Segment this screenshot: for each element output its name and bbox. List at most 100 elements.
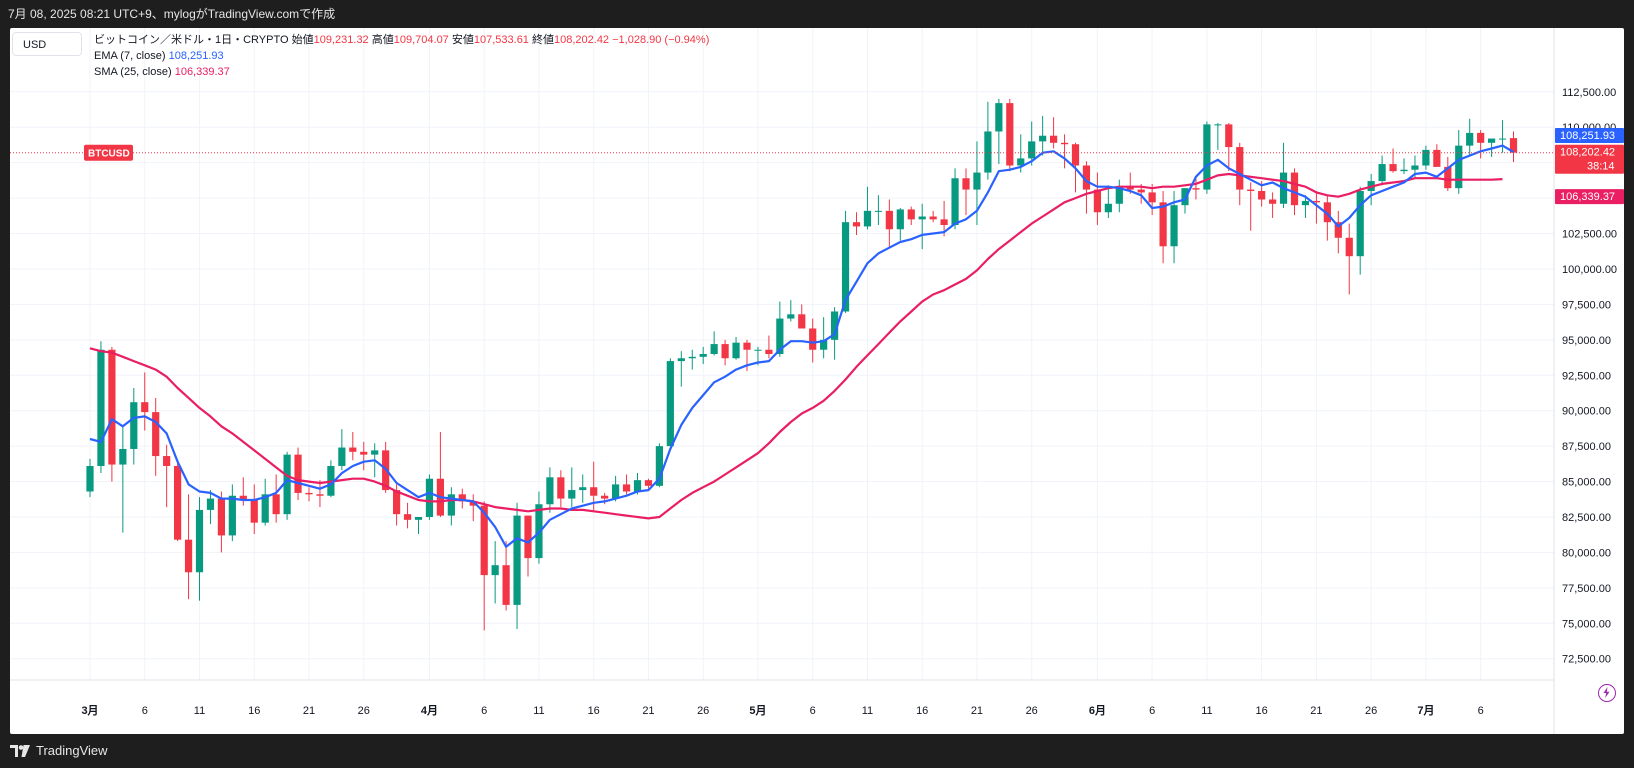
sma-price-tag-bg bbox=[1555, 189, 1624, 205]
candle-body bbox=[918, 216, 926, 220]
legend-ema-row[interactable]: EMA (7, close) 108,251.93 bbox=[94, 48, 709, 64]
candle bbox=[1192, 176, 1200, 200]
candle-body bbox=[458, 494, 466, 502]
candle-body bbox=[349, 447, 357, 452]
candle-body bbox=[710, 344, 718, 354]
candle bbox=[1028, 121, 1036, 166]
candle bbox=[1323, 195, 1331, 241]
candle-body bbox=[841, 222, 850, 312]
last-price-tag-countdown: 38:14 bbox=[1587, 161, 1615, 173]
candle-body bbox=[1312, 200, 1320, 203]
candle bbox=[1477, 130, 1485, 159]
candle-body bbox=[973, 172, 981, 190]
candle bbox=[1006, 98, 1014, 172]
candle bbox=[250, 484, 258, 535]
candle-body bbox=[633, 480, 642, 492]
candle bbox=[86, 458, 94, 498]
candle bbox=[414, 517, 423, 535]
candle bbox=[272, 474, 280, 523]
ema-value: 108,251.93 bbox=[168, 50, 224, 62]
candle-body bbox=[1093, 189, 1101, 213]
candle bbox=[787, 300, 795, 322]
candle bbox=[184, 494, 193, 600]
candle bbox=[1104, 185, 1112, 218]
change-value: −1,028.90 (−0.94%) bbox=[612, 34, 710, 46]
candle bbox=[809, 318, 817, 363]
candle-body bbox=[1006, 103, 1014, 166]
y-tick-label: 90,000.00 bbox=[1562, 406, 1611, 418]
legend-sma-row[interactable]: SMA (25, close) 106,339.37 bbox=[94, 64, 709, 80]
candle bbox=[1214, 122, 1222, 150]
candle-body bbox=[874, 210, 882, 212]
high-label: 高値 bbox=[371, 34, 394, 46]
candle-body bbox=[612, 484, 620, 499]
currency-button[interactable]: USD bbox=[12, 32, 82, 56]
candle bbox=[1433, 144, 1441, 167]
candle-body bbox=[863, 210, 872, 227]
sma-label: SMA (25, close) bbox=[94, 66, 172, 78]
candle-body bbox=[622, 484, 631, 492]
candle-body bbox=[316, 494, 324, 496]
ema-price-tag: 108,251.93 bbox=[1555, 127, 1624, 143]
x-tick-label: 26 bbox=[358, 705, 370, 717]
candle bbox=[612, 475, 620, 502]
candle bbox=[360, 441, 368, 471]
candle bbox=[349, 431, 357, 461]
candle-body bbox=[1433, 149, 1441, 167]
x-tick-label: 6 bbox=[142, 705, 148, 717]
candle-body bbox=[513, 515, 521, 605]
candle bbox=[130, 388, 138, 465]
candle-body bbox=[1334, 222, 1342, 238]
candle-body bbox=[239, 495, 247, 500]
candle-body bbox=[228, 495, 236, 536]
candle-body bbox=[929, 216, 937, 220]
candle bbox=[1400, 158, 1408, 174]
candle-body bbox=[809, 328, 817, 350]
symbol-tag: BTCUSD bbox=[84, 144, 133, 161]
x-tick-label: 11 bbox=[194, 705, 205, 717]
candle-body bbox=[97, 349, 105, 466]
candle-body bbox=[962, 178, 970, 190]
chart-panel[interactable]: 72,500.00 75,000.00 77,500.00 80,000.00 82,5… bbox=[10, 28, 1624, 734]
candle-body bbox=[1203, 124, 1211, 190]
candle bbox=[228, 484, 236, 542]
candle-body bbox=[141, 402, 149, 413]
candle bbox=[294, 447, 302, 500]
open-label: 始値 bbox=[291, 34, 314, 46]
price-tags: 108,251.93 108,202.42 38:14 106,339.37 BTCUS… bbox=[10, 127, 1624, 205]
candle bbox=[469, 494, 477, 522]
x-tick-label: 26 bbox=[697, 705, 709, 717]
candle-body bbox=[1466, 132, 1474, 146]
candle-body bbox=[1422, 149, 1430, 166]
candle-body bbox=[283, 454, 291, 515]
candle bbox=[1455, 130, 1463, 194]
y-tick-label: 100,000.00 bbox=[1562, 264, 1617, 276]
candle-body bbox=[184, 539, 193, 573]
candle bbox=[874, 195, 882, 226]
candle-body bbox=[217, 498, 225, 536]
candlestick-chart[interactable]: 72,500.00 75,000.00 77,500.00 80,000.00 82,5… bbox=[10, 28, 1624, 734]
candle bbox=[721, 339, 729, 366]
candle bbox=[141, 372, 149, 431]
candle-body bbox=[907, 209, 915, 220]
y-tick-label: 92,500.00 bbox=[1562, 370, 1611, 382]
y-tick-label: 77,500.00 bbox=[1562, 583, 1611, 595]
candle bbox=[524, 515, 532, 577]
candle-body bbox=[1148, 192, 1156, 203]
candle bbox=[688, 349, 696, 370]
candle bbox=[951, 168, 959, 230]
symbol-title[interactable]: ビットコイン／米ドル・1日・CRYPTO bbox=[94, 34, 289, 46]
candle bbox=[863, 186, 872, 230]
sma-price-tag: 106,339.37 bbox=[1555, 189, 1624, 205]
moving-averages bbox=[89, 144, 1515, 548]
candle-body bbox=[601, 495, 609, 499]
candle-body bbox=[1301, 200, 1310, 206]
y-tick-label: 82,500.00 bbox=[1562, 512, 1611, 524]
candle-body bbox=[524, 515, 532, 559]
candle bbox=[491, 541, 499, 604]
candle bbox=[1050, 117, 1058, 149]
x-tick-label: 6月 bbox=[1089, 704, 1106, 717]
candle bbox=[907, 206, 915, 226]
lightning-icon[interactable] bbox=[1598, 684, 1616, 702]
legend-ohlc-row: ビットコイン／米ドル・1日・CRYPTO 始値109,231.32 高値109,… bbox=[94, 32, 709, 48]
